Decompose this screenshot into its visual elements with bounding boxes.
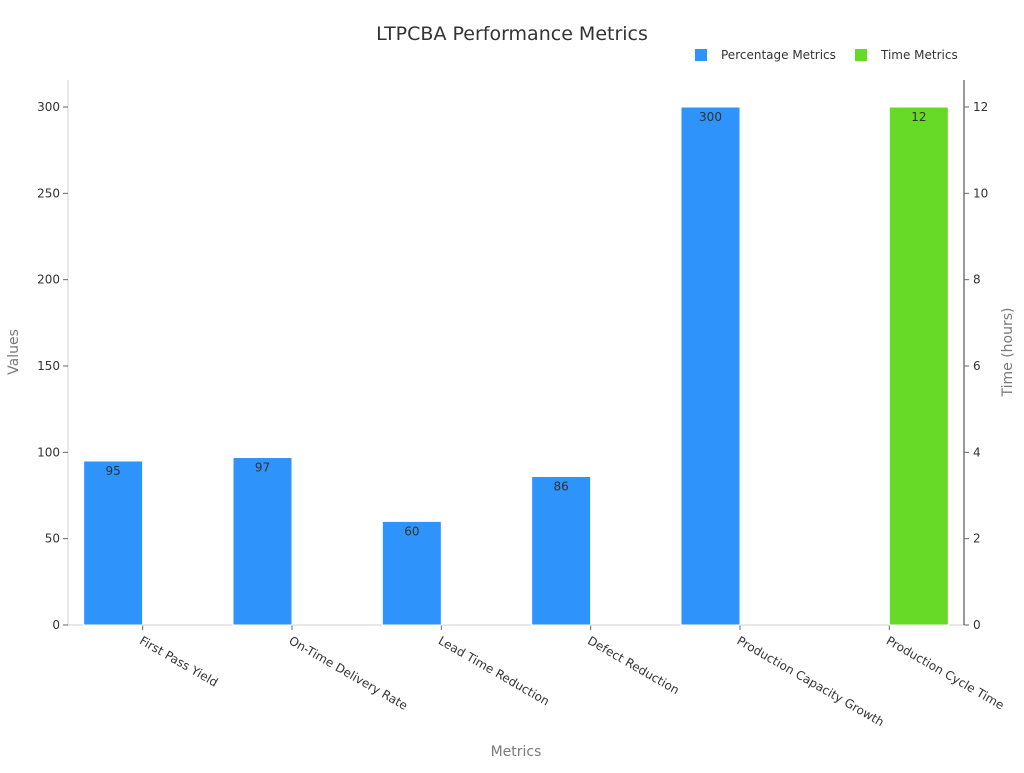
x-tick-label: On-Time Delivery Rate	[287, 633, 411, 712]
x-tick-label: Production Cycle Time	[884, 633, 1007, 712]
axes: 0 50 100 150 200 250 300 0 2 4 6 8 10 12 First Pass Yi…	[37, 80, 1007, 729]
legend-swatch	[695, 49, 707, 61]
y2-tick-label: 6	[973, 359, 981, 373]
y-axis-title: Values	[6, 329, 22, 375]
bar-data-label: 12	[911, 110, 926, 124]
x-tick-label: Production Capacity Growth	[735, 633, 887, 729]
bar-data-label: 97	[255, 461, 270, 475]
bar	[83, 460, 144, 626]
legend-swatch	[855, 49, 867, 61]
bar	[381, 520, 442, 626]
y2-tick-label: 8	[973, 273, 981, 287]
bar	[531, 476, 592, 626]
y2-tick-label: 4	[973, 445, 981, 459]
x-tick-label: First Pass Yield	[137, 633, 220, 689]
bar-data-label: 60	[404, 524, 419, 538]
y-tick-label: 100	[37, 445, 60, 459]
legend-label: Time Metrics	[880, 48, 958, 62]
bar	[888, 106, 949, 626]
y-tick-label: 150	[37, 359, 60, 373]
bar	[680, 106, 741, 626]
y2-tick-label: 0	[973, 618, 981, 632]
bar-data-label: 95	[106, 464, 121, 478]
bars: 95 97 60 86 300 12	[83, 106, 949, 626]
y2-tick-label: 12	[973, 100, 988, 114]
x-tick-label: Defect Reduction	[585, 633, 681, 697]
y2-tick-label: 2	[973, 532, 981, 546]
legend-label: Percentage Metrics	[721, 48, 836, 62]
bar	[232, 457, 293, 626]
y-tick-label: 200	[37, 273, 60, 287]
bar-data-label: 86	[554, 480, 569, 494]
bar-data-label: 300	[699, 110, 722, 124]
legend: Percentage Metrics Time Metrics	[695, 48, 958, 62]
y2-tick-label: 10	[973, 186, 988, 200]
x-tick-label: Lead Time Reduction	[436, 633, 552, 708]
x-axis-title: Metrics	[491, 744, 542, 760]
y-tick-label: 250	[37, 186, 60, 200]
y2-axis-title: Time (hours)	[1000, 308, 1016, 398]
y-tick-label: 300	[37, 100, 60, 114]
y-tick-label: 0	[52, 618, 60, 632]
chart-title: LTPCBA Performance Metrics	[376, 23, 648, 45]
y-tick-label: 50	[45, 532, 60, 546]
